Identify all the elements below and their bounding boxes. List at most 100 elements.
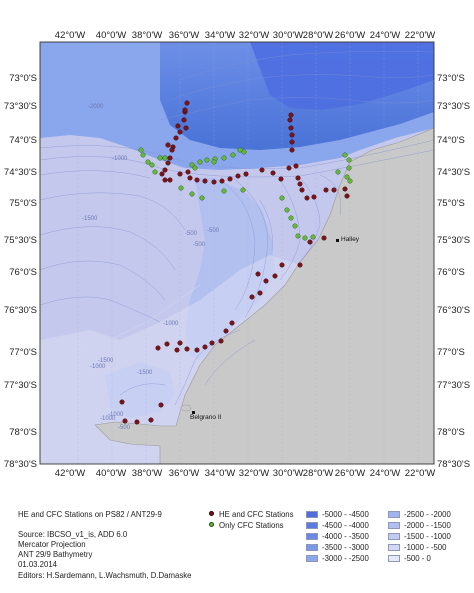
cfc-station-marker: [189, 191, 195, 197]
he-station-marker: [288, 112, 294, 118]
he-station-marker: [307, 239, 313, 245]
he-station-marker: [272, 273, 278, 279]
cfc-station-marker: [189, 162, 195, 168]
contour-labels: -2000-1000-1500-1000-1500-1000-500-500-1…: [82, 104, 220, 431]
lat-label-left: 73°30'S: [4, 101, 37, 112]
depth-range-label: -1500 - -1000: [404, 532, 451, 541]
he-station-marker: [194, 177, 200, 183]
contour-label: -500: [207, 228, 220, 234]
he-station-marker: [297, 181, 303, 187]
cfc-station-marker: [284, 207, 290, 213]
he-station-marker: [299, 187, 305, 193]
he-station-marker: [202, 178, 208, 184]
lat-label-right: 73°0'S: [437, 73, 465, 84]
cfc-station-marker: [199, 195, 205, 201]
halley-label: Halley: [341, 236, 360, 243]
cfc-station-marker: [162, 155, 168, 161]
depth-swatch: [388, 511, 400, 518]
he-station-marker: [331, 187, 337, 193]
he-station-marker: [164, 341, 170, 347]
depth-range-label: -4500 - -4000: [322, 521, 369, 530]
lon-label-bottom: 24°0'W: [370, 468, 400, 479]
lon-label-bottom: 30°0'W: [273, 468, 303, 479]
longitude-labels-bottom: 42°0'W 40°0'W 38°0'W 36°0'W 34°0'W 32°0'W 30°0…: [55, 468, 435, 479]
cfc-station-marker: [346, 157, 352, 163]
lat-label-left: 78°0'S: [9, 427, 37, 438]
lat-label-left: 74°0'S: [9, 135, 37, 146]
cfc-station-marker: [347, 178, 353, 184]
lat-label-right: 77°30'S: [437, 380, 470, 391]
he-station-marker: [270, 170, 276, 176]
contour-label: -1000: [100, 416, 116, 422]
cfc-station-marker: [138, 147, 144, 153]
he-station-marker: [177, 340, 183, 346]
lat-label-left: 76°30'S: [4, 305, 37, 316]
lat-label-left: 75°0'S: [9, 198, 37, 209]
cfc-station-marker: [346, 165, 352, 171]
he-station-marker: [175, 123, 181, 129]
lon-label-top: 22°0'W: [405, 30, 435, 41]
depth-range-label: -500 - 0: [404, 554, 431, 563]
contour-label: -500: [118, 425, 131, 431]
cfc-station-marker: [310, 234, 316, 240]
lon-label-bottom: 28°0'W: [303, 468, 333, 479]
he-station-marker: [229, 320, 235, 326]
cfc-station-marker: [344, 174, 350, 180]
cfc-station-marker: [145, 159, 151, 165]
he-station-marker: [134, 419, 140, 425]
lat-label-right: 74°30'S: [437, 167, 470, 178]
legend-cfc-dot: [209, 522, 214, 527]
depth-range-label: -5000 - -4500: [322, 510, 369, 519]
contour-label: -1500: [82, 216, 98, 222]
depth-swatch: [306, 555, 318, 562]
he-station-marker: [187, 175, 193, 181]
he-station-marker: [289, 132, 295, 138]
map-border: [39, 41, 435, 465]
he-station-marker: [155, 345, 161, 351]
he-station-marker: [219, 178, 225, 184]
lat-label-right: 74°0'S: [437, 135, 465, 146]
lat-label-left: 76°0'S: [9, 267, 37, 278]
cfc-station-marker: [178, 185, 184, 191]
lon-label-bottom: 36°0'W: [169, 468, 199, 479]
depth-swatch: [306, 544, 318, 551]
lat-label-right: 78°30'S: [437, 459, 470, 470]
he-station-marker: [185, 169, 191, 175]
contour-label: -500: [185, 231, 198, 237]
he-station-marker: [211, 179, 217, 185]
he-station-marker: [165, 160, 171, 166]
contour-label: -1000: [163, 321, 179, 327]
contour-label: -500: [193, 242, 206, 248]
he-station-marker: [218, 338, 224, 344]
cfc-station-marker: [342, 152, 348, 158]
lon-label-top: 38°0'W: [132, 30, 162, 41]
he-station-marker: [279, 262, 285, 268]
cfc-station-marker: [149, 162, 155, 168]
he-station-marker: [295, 175, 301, 181]
he-station-marker: [243, 171, 249, 177]
he-station-marker: [148, 417, 154, 423]
legend-he-label: HE and CFC Stations: [219, 510, 294, 519]
depth-swatch: [388, 555, 400, 562]
info-editors: Editors: H.Sardemann, L.Wachsmuth, D.Dam…: [18, 571, 192, 580]
lon-label-bottom: 38°0'W: [132, 468, 162, 479]
info-projection: Mercator Projection: [18, 540, 86, 549]
lon-label-bottom: 32°0'W: [239, 468, 269, 479]
lon-label-bottom: 22°0'W: [405, 468, 435, 479]
info-title: HE and CFC Stations on PS82 / ANT29-9: [18, 510, 162, 519]
lat-label-left: 77°30'S: [4, 380, 37, 391]
he-station-marker: [184, 100, 190, 106]
he-station-marker: [227, 176, 233, 182]
depth-swatch: [388, 522, 400, 529]
he-station-marker: [169, 147, 175, 153]
depth-range-label: -3500 - -3000: [322, 543, 369, 552]
he-station-marker: [289, 147, 295, 153]
legend-he-dot: [209, 511, 214, 516]
cfc-station-marker: [335, 169, 341, 175]
he-station-marker: [159, 171, 165, 177]
cfc-station-marker: [152, 169, 158, 175]
he-station-marker: [122, 418, 128, 424]
he-station-marker: [257, 290, 263, 296]
legend-cfc-label: Only CFC Stations: [219, 521, 284, 530]
lat-label-left: 77°0'S: [9, 347, 37, 358]
